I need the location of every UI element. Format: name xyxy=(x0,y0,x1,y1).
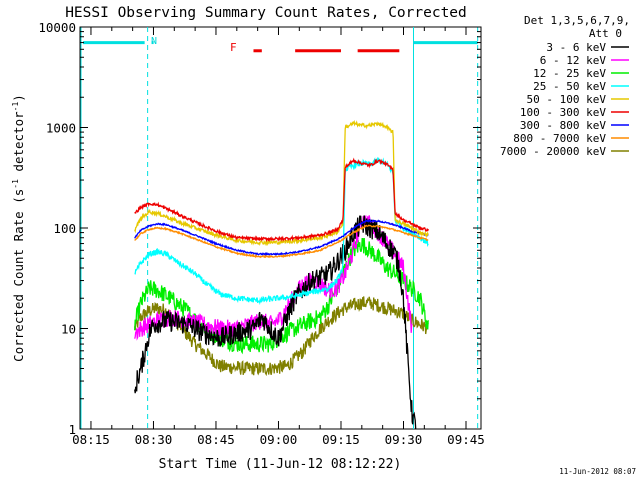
series-line xyxy=(134,119,429,247)
series-line xyxy=(134,218,429,257)
x-tick-label: 08:15 xyxy=(72,432,110,447)
y-tick-label: 10 xyxy=(61,322,76,337)
legend-label: 6 - 12 keV xyxy=(540,54,607,67)
x-tick-label: 09:45 xyxy=(447,432,485,447)
series-line xyxy=(134,215,413,341)
series-line xyxy=(134,156,429,306)
x-tick-label: 08:30 xyxy=(135,432,173,447)
y-tick-label: 1 xyxy=(68,422,76,437)
x-tick-label: 09:30 xyxy=(385,432,423,447)
legend-label: 800 - 7000 keV xyxy=(513,132,606,145)
series-line xyxy=(134,215,417,429)
legend-header-2: Att 0 xyxy=(589,27,622,40)
legend-label: 3 - 6 keV xyxy=(546,41,606,54)
y-tick-label: 100 xyxy=(53,221,76,236)
legend-label: 25 - 50 keV xyxy=(533,80,606,93)
legend-label: 100 - 300 keV xyxy=(520,106,606,119)
legend-label: 50 - 100 keV xyxy=(527,93,607,106)
x-tick-label: 09:15 xyxy=(322,432,360,447)
axes: 08:15 08:30 08:45 09:00 09:15 09:30 09:45 1 10 10… xyxy=(38,20,484,447)
series-line xyxy=(134,157,429,243)
x-axis-label: Start Time (11-Jun-12 08:12:22) xyxy=(159,457,402,472)
night-marker-label: N xyxy=(151,36,157,47)
series-group xyxy=(134,119,429,429)
legend-label: 7000 - 20000 keV xyxy=(500,145,606,158)
y-tick-label: 10000 xyxy=(38,20,76,35)
flare-marker-label: F xyxy=(230,41,237,54)
series-line xyxy=(134,224,429,259)
footer-date: 11-Jun-2012 08:07 xyxy=(559,467,636,476)
x-tick-label: 08:45 xyxy=(197,432,235,447)
legend-label: 12 - 25 keV xyxy=(533,67,606,80)
y-axis-label: Corrected Count Rate (s-1 detector-1) xyxy=(11,94,26,362)
x-tick-label: 09:00 xyxy=(260,432,298,447)
legend-header-1: Det 1,3,5,6,7,9, xyxy=(524,14,630,27)
chart-title: HESSI Observing Summary Count Rates, Cor… xyxy=(65,5,467,21)
y-tick-label: 1000 xyxy=(46,121,76,136)
legend-label: 300 - 800 keV xyxy=(520,119,606,132)
